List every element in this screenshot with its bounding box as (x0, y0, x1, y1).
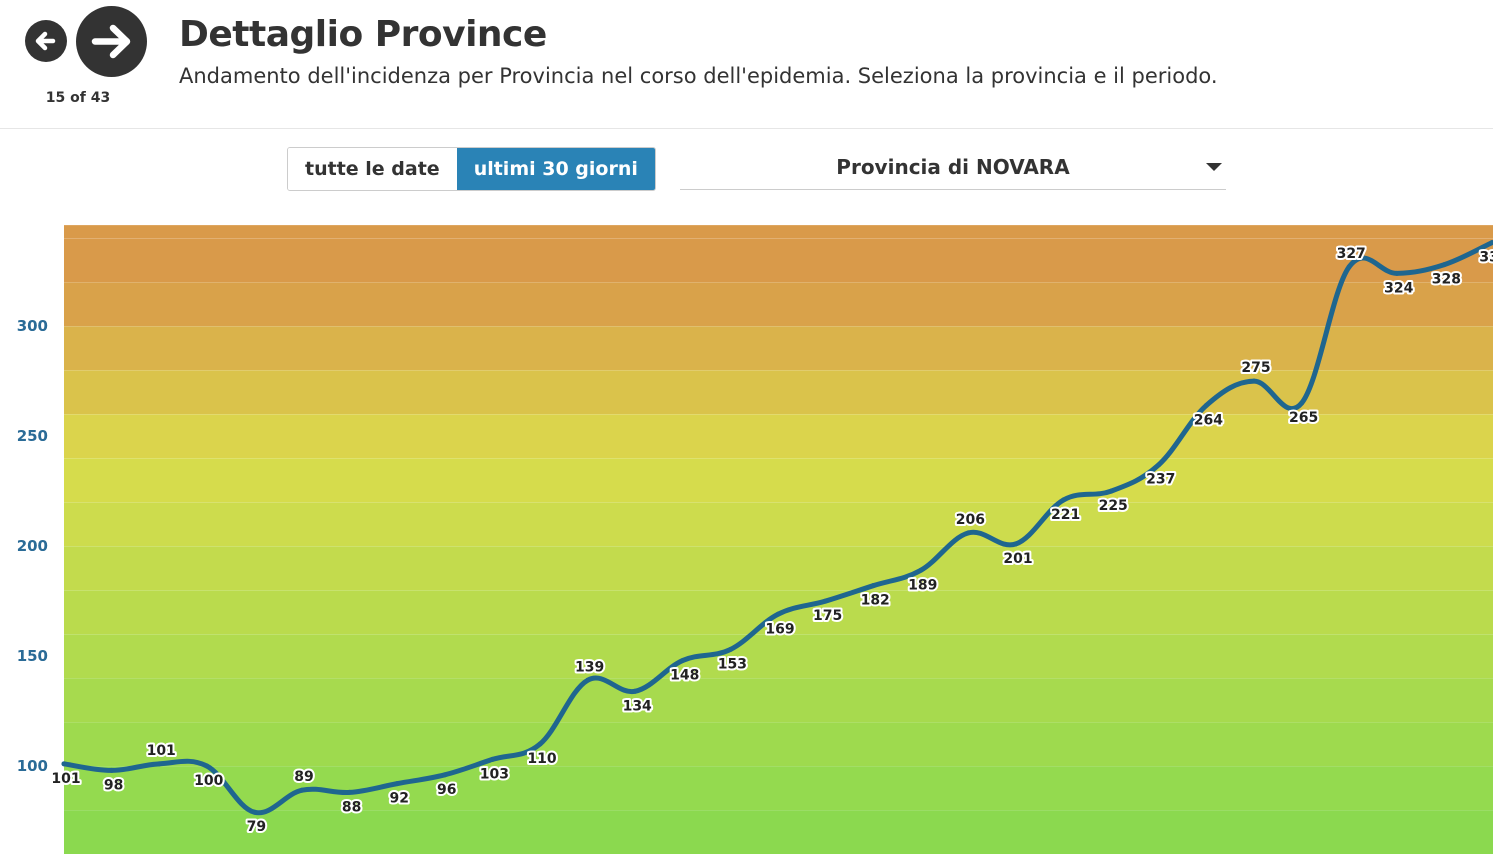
data-label: 79 (247, 819, 266, 835)
data-point (61, 761, 67, 767)
y-tick-label: 100 (17, 757, 48, 775)
data-label: 103 (480, 766, 509, 782)
data-point (1394, 270, 1400, 276)
data-label: 110 (527, 751, 556, 767)
arrow-left-icon (35, 31, 56, 51)
data-point (870, 583, 876, 589)
data-point (1156, 462, 1162, 468)
data-point (537, 741, 543, 747)
data-label: 338 (1479, 250, 1493, 266)
data-label: 139 (575, 659, 604, 675)
y-tick-label: 150 (17, 647, 48, 665)
background-band (64, 546, 1493, 591)
background-band (64, 722, 1493, 767)
data-label: 169 (765, 621, 794, 637)
arrow-right-icon (91, 24, 131, 59)
data-label: 189 (908, 577, 937, 593)
data-label: 221 (1051, 507, 1080, 523)
data-label: 324 (1384, 280, 1413, 296)
data-label: 92 (389, 791, 408, 807)
data-point (680, 657, 686, 663)
data-point (1489, 240, 1493, 246)
background-band (64, 502, 1493, 547)
data-point (109, 767, 115, 773)
background-band (64, 634, 1493, 679)
caret-down-icon (1206, 163, 1222, 171)
period-all-dates-button[interactable]: tutte le date (288, 148, 457, 190)
background-band (64, 282, 1493, 327)
background-band (64, 238, 1493, 283)
y-tick-label: 300 (17, 317, 48, 335)
data-point (585, 677, 591, 683)
background-band (64, 810, 1493, 854)
data-point (632, 688, 638, 694)
period-last-30-days-button[interactable]: ultimi 30 giorni (456, 148, 655, 190)
data-point (1251, 378, 1257, 384)
data-label: 206 (956, 512, 985, 528)
data-point (1203, 402, 1209, 408)
data-label: 225 (1099, 498, 1128, 514)
data-label: 182 (861, 593, 890, 609)
data-point (1346, 264, 1352, 270)
data-point (251, 809, 257, 815)
background-band (64, 458, 1493, 503)
page-title: Dettaglio Province (179, 14, 547, 55)
background-bands (64, 224, 1493, 854)
data-point (727, 646, 733, 652)
background-band (64, 225, 1493, 239)
data-point (965, 530, 971, 536)
data-label: 201 (1003, 551, 1032, 567)
data-point (1013, 541, 1019, 547)
y-tick-label: 200 (17, 537, 48, 555)
header: 15 of 43 Dettaglio Province Andamento de… (0, 0, 1493, 129)
period-toggle: tutte le date ultimi 30 giorni (287, 147, 656, 191)
data-label: 98 (104, 777, 123, 793)
data-label: 89 (294, 769, 313, 785)
data-point (1441, 262, 1447, 268)
next-button[interactable] (76, 6, 147, 77)
data-label: 101 (51, 771, 80, 787)
data-label: 148 (670, 667, 699, 683)
data-point (1061, 497, 1067, 503)
province-select[interactable]: Provincia di NOVARA (680, 147, 1226, 190)
data-label: 153 (718, 656, 747, 672)
data-label: 134 (623, 698, 652, 714)
data-point (489, 756, 495, 762)
background-band (64, 326, 1493, 371)
background-band (64, 370, 1493, 415)
background-band (64, 678, 1493, 723)
data-point (204, 763, 210, 769)
data-point (775, 611, 781, 617)
data-point (394, 781, 400, 787)
page-counter: 15 of 43 (45, 90, 111, 106)
data-label: 100 (194, 773, 223, 789)
data-point (156, 761, 162, 767)
data-label: 237 (1146, 472, 1175, 488)
data-label: 88 (342, 799, 361, 815)
data-label: 328 (1432, 272, 1461, 288)
data-point (1108, 488, 1114, 494)
data-point (1299, 400, 1305, 406)
data-point (823, 598, 829, 604)
data-point (299, 787, 305, 793)
background-band (64, 414, 1493, 459)
data-label: 275 (1241, 360, 1270, 376)
data-point (347, 789, 353, 795)
page-subtitle: Andamento dell'incidenza per Provincia n… (179, 64, 1218, 88)
data-point (918, 567, 924, 573)
data-label: 175 (813, 608, 842, 624)
data-label: 265 (1289, 410, 1318, 426)
data-label: 96 (437, 782, 456, 798)
data-label: 264 (1194, 412, 1223, 428)
previous-button[interactable] (25, 20, 67, 62)
y-tick-label: 250 (17, 427, 48, 445)
province-select-value: Provincia di NOVARA (836, 155, 1070, 179)
data-point (442, 772, 448, 778)
data-label: 327 (1337, 246, 1366, 262)
data-label: 101 (147, 743, 176, 759)
series-line (61, 240, 1493, 816)
